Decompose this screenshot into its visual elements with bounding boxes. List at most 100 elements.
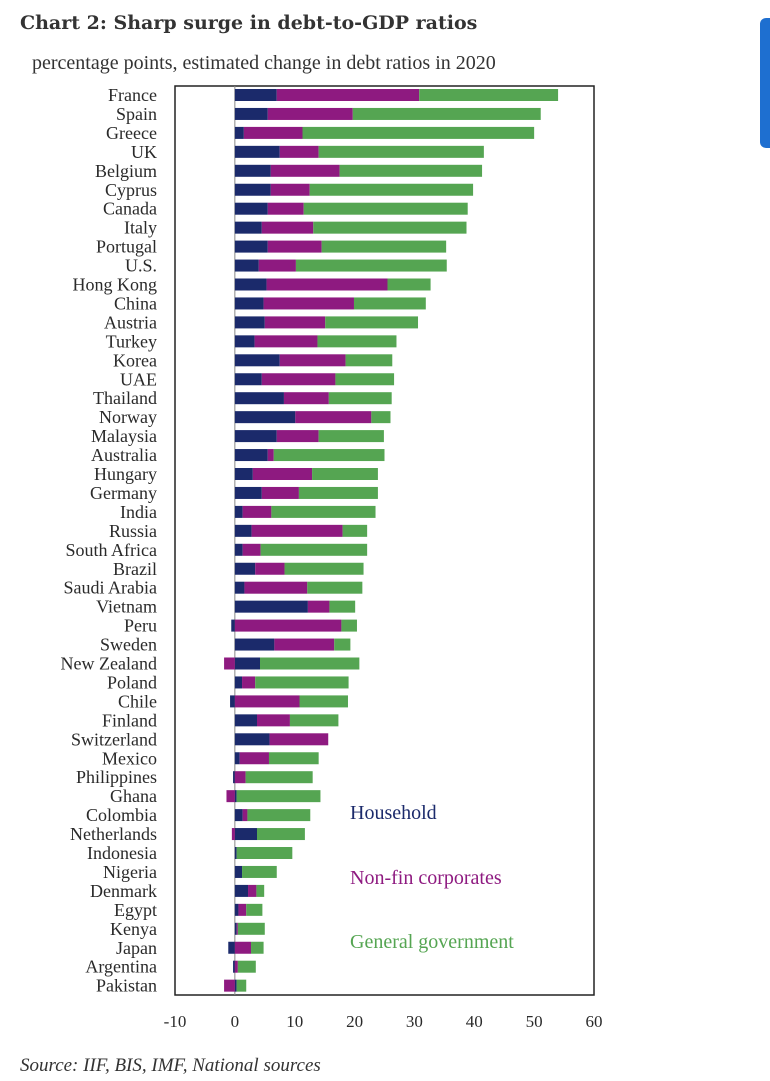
- bar-segment: [267, 240, 322, 253]
- bar-segment: [234, 430, 277, 443]
- bar-segment: [234, 714, 258, 727]
- bar-segment: [263, 297, 354, 310]
- x-axis-ticks: -10 0 10 20 30 40 50 60: [164, 1012, 603, 1031]
- stacked-bar-chart: FranceSpainGreeceUKBelgiumCyprusCanadaIt…: [61, 85, 603, 1031]
- category-label: Nigeria: [103, 862, 157, 882]
- category-label: Mexico: [102, 748, 157, 768]
- bar-segment: [313, 221, 467, 234]
- bar-segment: [352, 107, 541, 120]
- category-label: India: [120, 502, 157, 522]
- bar-segment: [244, 581, 308, 594]
- chart-title: Chart 2: Sharp surge in debt-to-GDP rati…: [20, 12, 478, 34]
- x-tick-label: 60: [586, 1012, 603, 1031]
- category-label: Indonesia: [87, 843, 157, 863]
- category-label: Thailand: [93, 388, 157, 408]
- bar-segment: [234, 145, 280, 158]
- category-label: South Africa: [66, 540, 158, 560]
- bar-segment: [318, 145, 484, 158]
- category-label: Hong Kong: [73, 275, 158, 295]
- category-label: Chile: [118, 691, 157, 711]
- bar-segment: [325, 316, 419, 329]
- bar-segment: [234, 676, 243, 689]
- bar-segment: [339, 164, 483, 177]
- category-label: Malaysia: [91, 426, 157, 446]
- bar-segment: [234, 771, 246, 784]
- bar-segment: [270, 164, 340, 177]
- x-tick-label: 0: [231, 1012, 240, 1031]
- bar-segment: [234, 202, 268, 215]
- bar-segment: [236, 922, 238, 935]
- bar-segment: [295, 259, 447, 272]
- bar-segment: [231, 619, 235, 632]
- category-label: Belgium: [95, 161, 157, 181]
- bar-segment: [251, 941, 264, 954]
- bar-segment: [328, 392, 392, 405]
- bar-segment: [318, 430, 384, 443]
- side-tab[interactable]: [760, 18, 770, 148]
- bar-segment: [299, 695, 348, 708]
- category-label: Pakistan: [96, 976, 157, 996]
- category-label: Philippines: [76, 767, 157, 787]
- bar-segment: [243, 126, 303, 139]
- bar-segment: [234, 543, 243, 556]
- bar-segment: [234, 733, 270, 746]
- bar-segment: [224, 979, 235, 992]
- bar-segment: [303, 202, 468, 215]
- bar-segment: [245, 771, 313, 784]
- bar-segment: [274, 638, 335, 651]
- bar-segment: [345, 354, 393, 367]
- bar-segment: [419, 89, 559, 101]
- bar-segment: [266, 278, 388, 291]
- bar-segment: [234, 884, 249, 897]
- bar-segment: [242, 543, 261, 556]
- category-label: Egypt: [114, 900, 157, 920]
- bar-segment: [236, 979, 247, 992]
- bar-segment: [255, 676, 349, 689]
- bar-segment: [234, 221, 262, 234]
- bar-segment: [234, 297, 264, 310]
- bar-segment: [298, 486, 378, 499]
- chart-subtitle: percentage points, estimated change in d…: [32, 52, 496, 74]
- x-tick-label: 50: [526, 1012, 543, 1031]
- category-label: Portugal: [96, 237, 157, 257]
- bar-segment: [234, 941, 252, 954]
- bar-segment: [234, 828, 258, 841]
- bar-segment: [284, 562, 364, 575]
- bar-segment: [234, 847, 237, 859]
- bar-segment: [387, 278, 431, 291]
- category-label: Poland: [107, 672, 157, 692]
- x-tick-label: 20: [346, 1012, 363, 1031]
- bar-segment: [238, 903, 247, 916]
- bar-segment: [302, 126, 535, 139]
- bar-segment: [261, 373, 336, 386]
- bar-segment: [234, 600, 308, 613]
- bar-segment: [234, 373, 262, 386]
- category-label: UAE: [120, 369, 157, 389]
- source-note: Source: IIF, BIS, IMF, National sources: [20, 1055, 321, 1076]
- category-label: Denmark: [90, 881, 157, 901]
- bar-segment: [234, 411, 296, 424]
- bar-segment: [307, 600, 330, 613]
- category-label: Saudi Arabia: [64, 578, 157, 598]
- bar-segment: [242, 676, 256, 689]
- category-label: Korea: [113, 350, 157, 370]
- category-label: Vietnam: [96, 597, 157, 617]
- bar-segment: [248, 884, 257, 897]
- category-label: Ghana: [110, 786, 157, 806]
- category-label: Greece: [106, 123, 157, 143]
- bar-segment: [234, 865, 243, 878]
- bar-segment: [236, 790, 321, 803]
- bar-segment: [237, 960, 256, 973]
- bar-segment: [264, 316, 326, 329]
- bar-segment: [242, 809, 248, 822]
- category-label: New Zealand: [61, 654, 157, 674]
- bar-segment: [309, 183, 474, 196]
- bar-segment: [234, 638, 275, 651]
- bar-segment: [276, 89, 420, 101]
- bar-segment: [329, 600, 356, 613]
- bar-segment: [335, 373, 395, 386]
- bar-segment: [234, 354, 280, 367]
- bar-segment: [233, 960, 235, 973]
- bar-segment: [289, 714, 339, 727]
- category-label: Turkey: [106, 331, 157, 351]
